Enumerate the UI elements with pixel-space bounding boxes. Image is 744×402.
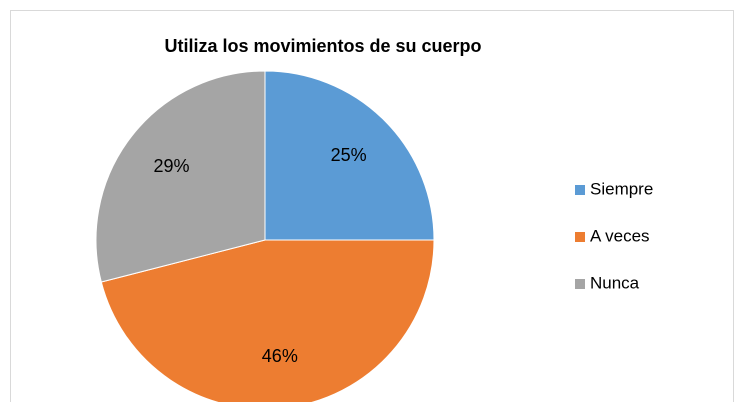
legend-swatch — [575, 232, 585, 242]
chart-title: Utiliza los movimientos de su cuerpo — [164, 36, 481, 56]
legend-label: A veces — [590, 226, 650, 245]
pie-slice — [264, 70, 435, 241]
legend-label: Nunca — [590, 273, 640, 292]
legend-swatch — [575, 185, 585, 195]
pie-slice — [95, 70, 266, 283]
legend-swatch — [575, 279, 585, 289]
data-label: 29% — [154, 156, 190, 176]
pie-slice — [100, 239, 435, 402]
data-label: 46% — [262, 346, 298, 366]
legend-label: Siempre — [590, 179, 653, 198]
data-label: 25% — [331, 145, 367, 165]
